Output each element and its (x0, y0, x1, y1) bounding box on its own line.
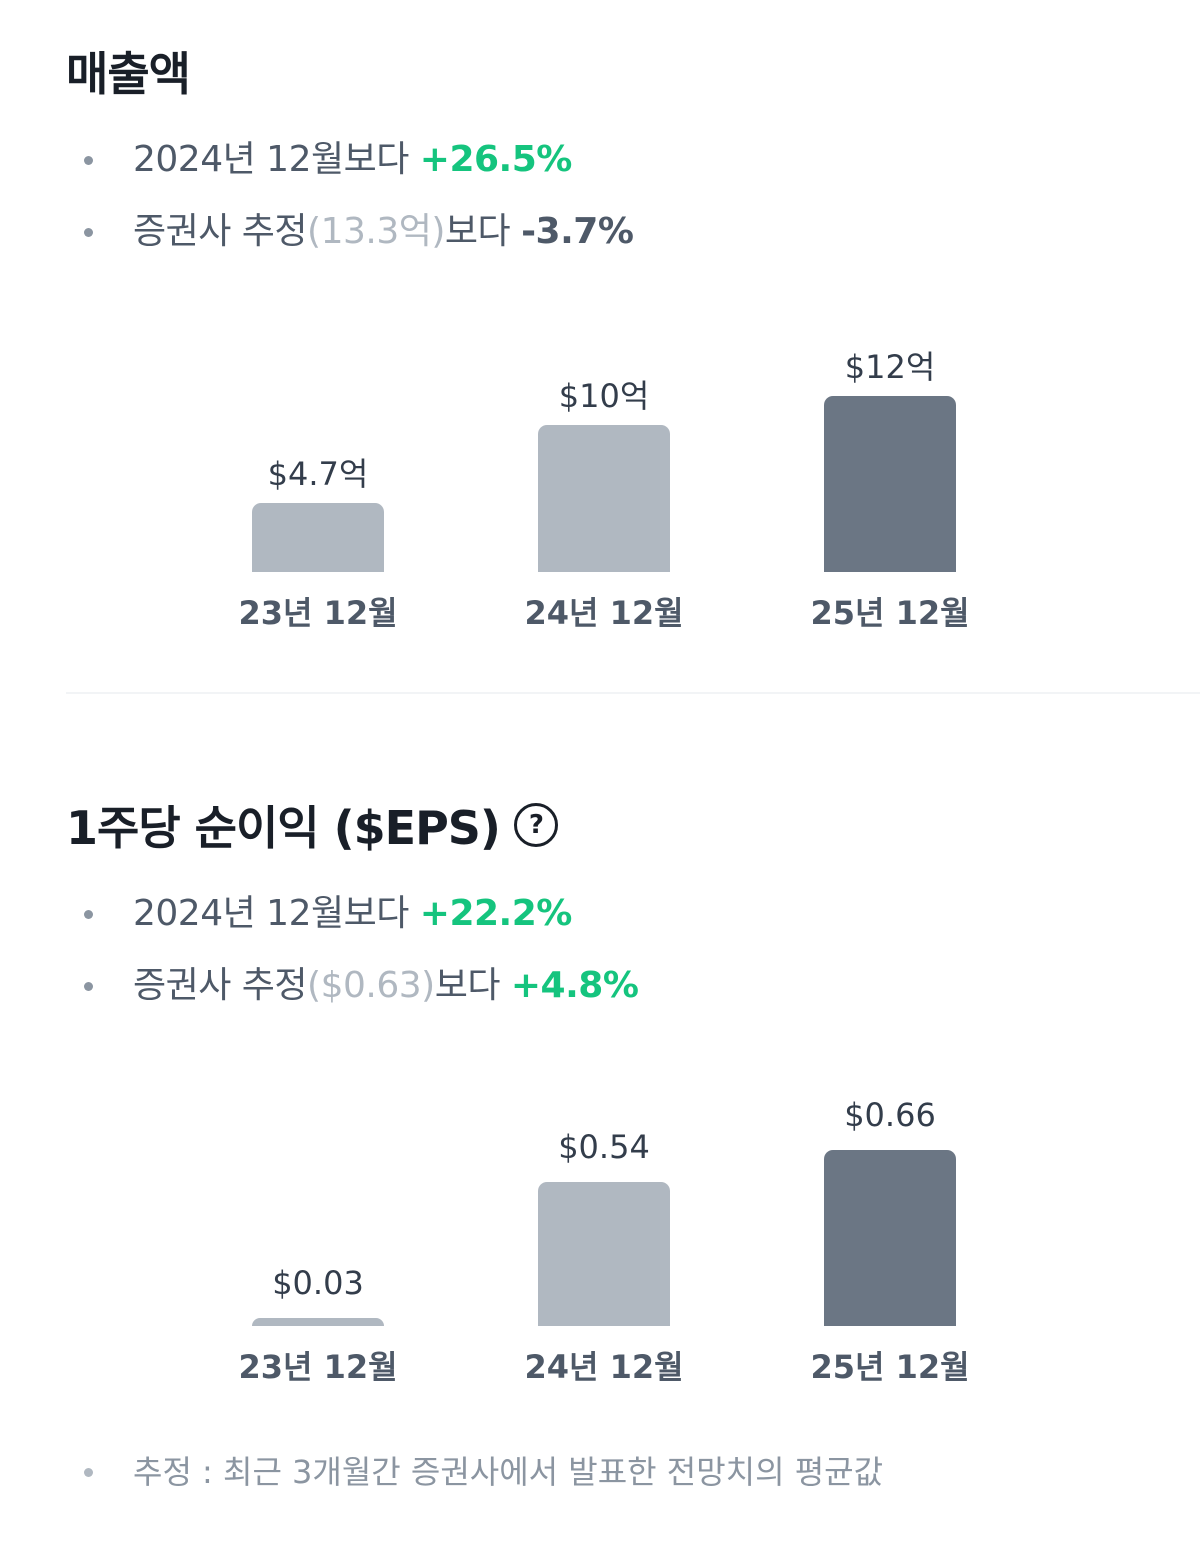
bar-value-label-2: $10억 (558, 377, 650, 415)
category-label-3: 25년 12월 (810, 594, 970, 632)
category-label-1: 23년 12월 (238, 594, 398, 632)
bar-value-label-1: $0.03 (272, 1264, 364, 1302)
eps-yoy-change: +22.2% (419, 893, 573, 934)
eps-estimate-item: 증권사 추정($0.63)보다 +4.8% (0, 950, 639, 1022)
eps-bar-chart: $0.03 23년 12월 $0.54 24년 12월 $0.66 25년 12월 (0, 1050, 1200, 1395)
eps-summary-list: 2024년 12월보다 +22.2% 증권사 추정($0.63)보다 +4.8% (0, 878, 639, 1022)
bar-1 (252, 1318, 384, 1326)
category-label-2: 24년 12월 (524, 594, 684, 632)
revenue-bar-chart: $4.7억 23년 12월 $10억 24년 12월 $12억 25년 12월 (0, 300, 1200, 640)
bar-value-label-3: $0.66 (844, 1096, 936, 1134)
revenue-estimate-value: (13.3억) (307, 211, 445, 252)
revenue-estimate-item: 증권사 추정(13.3억)보다 -3.7% (0, 196, 634, 268)
revenue-yoy-item: 2024년 12월보다 +26.5% (0, 124, 633, 196)
bar-value-label-1: $4.7억 (267, 455, 369, 493)
bar-2 (538, 425, 670, 572)
revenue-summary-list: 2024년 12월보다 +26.5% 증권사 추정(13.3억)보다 -3.7% (0, 124, 634, 268)
bar-3 (824, 396, 956, 572)
eps-title: 1주당 순이익 ($EPS) ? (66, 792, 558, 858)
eps-estimate-change: +4.8% (510, 965, 639, 1006)
bar-value-label-2: $0.54 (558, 1128, 650, 1166)
revenue-yoy-change: +26.5% (419, 139, 573, 180)
eps-estimate-value: ($0.63) (307, 965, 435, 1006)
footnote-list: 추정 : 최근 3개월간 증권사에서 발표한 전망치의 평균값 (0, 1436, 883, 1508)
bar-1 (252, 503, 384, 572)
footnote-text: 추정 : 최근 3개월간 증권사에서 발표한 전망치의 평균값 (0, 1436, 883, 1508)
revenue-title: 매출액 (66, 47, 191, 101)
help-icon[interactable]: ? (513, 803, 558, 847)
bar-3 (824, 1150, 956, 1326)
category-label-3: 25년 12월 (810, 1348, 970, 1386)
bar-value-label-3: $12억 (844, 348, 936, 386)
bar-2 (538, 1182, 670, 1326)
revenue-estimate-change: -3.7% (521, 211, 634, 252)
eps-yoy-item: 2024년 12월보다 +22.2% (0, 878, 638, 950)
category-label-2: 24년 12월 (524, 1348, 684, 1386)
category-label-1: 23년 12월 (238, 1348, 398, 1386)
section-divider (66, 692, 1200, 694)
